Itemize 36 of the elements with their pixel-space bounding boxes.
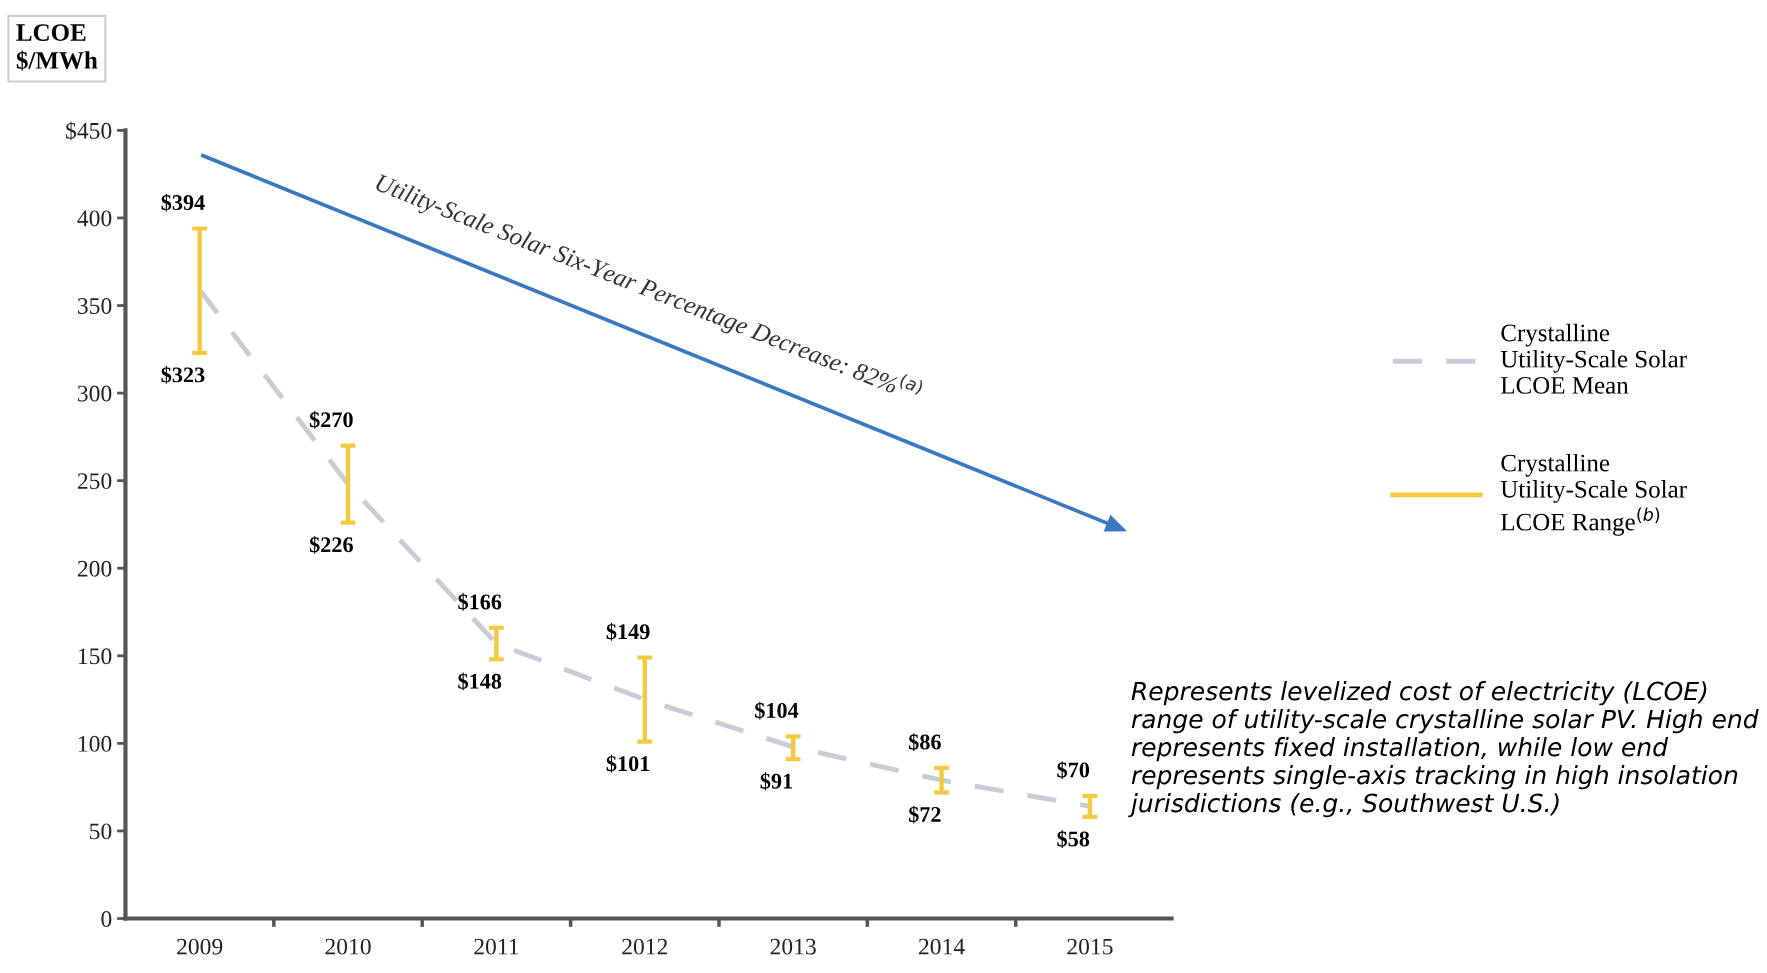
y-tick-label: 350 xyxy=(77,298,112,314)
annotation: $394 xyxy=(161,193,205,212)
x-tick-label: 2009 xyxy=(177,938,223,955)
annotation: $270 xyxy=(309,410,353,429)
y-tick-label: 150 xyxy=(78,648,112,665)
x-tick-label: 2013 xyxy=(770,938,816,955)
x-tick-label: 2015 xyxy=(1067,938,1113,955)
annotation: $323 xyxy=(161,366,205,384)
y-tick-label: 300 xyxy=(77,385,112,402)
x-tick-label: 2014 xyxy=(918,938,965,955)
annotation: $91 xyxy=(760,772,793,791)
annotation: $70 xyxy=(1057,761,1090,779)
x-tick-label: 2012 xyxy=(622,938,668,955)
x-tick-label: 2011 xyxy=(474,938,519,955)
y-tick-label: 250 xyxy=(77,473,112,490)
legend-label: Crystalline Utility-Scale Solar LCOE Range$^{(b)}$ xyxy=(1500,453,1687,536)
y-tick-label: 50 xyxy=(90,823,112,840)
annotation: $166 xyxy=(458,593,502,611)
annotation: $226 xyxy=(309,535,353,554)
legend-label: Crystalline Utility-Scale Solar LCOE Mean xyxy=(1500,323,1687,394)
annotation: Represents levelized cost of electricity (LCOE) range of utility-scale crystalline solar PV. High end represents fixed installation, while low end represents single-axis tracking in high insolation jurisdictions (e.g., Southwest U.S.) xyxy=(1128,681,1759,818)
annotation: Utility-Scale Solar Six-Year Percentage Decrease: 82%$^{(a)}$ xyxy=(373,168,924,408)
y-tick-label: 400 xyxy=(77,210,112,227)
annotation: $149 xyxy=(606,622,650,641)
y-tick-label: $450 xyxy=(66,121,112,141)
y-tick-label: 200 xyxy=(77,560,112,577)
y-axis-title: LCOE $/MWh xyxy=(16,24,98,71)
y-tick-label: 0 xyxy=(101,911,112,927)
annotation: $58 xyxy=(1057,830,1090,848)
annotation: $101 xyxy=(606,754,650,773)
x-tick-label: 2010 xyxy=(325,938,371,955)
annotation: $104 xyxy=(755,701,799,720)
y-tick-label: 100 xyxy=(78,735,112,752)
annotation: $86 xyxy=(908,733,941,751)
annotation: $72 xyxy=(908,805,941,824)
annotation: $148 xyxy=(458,672,502,691)
